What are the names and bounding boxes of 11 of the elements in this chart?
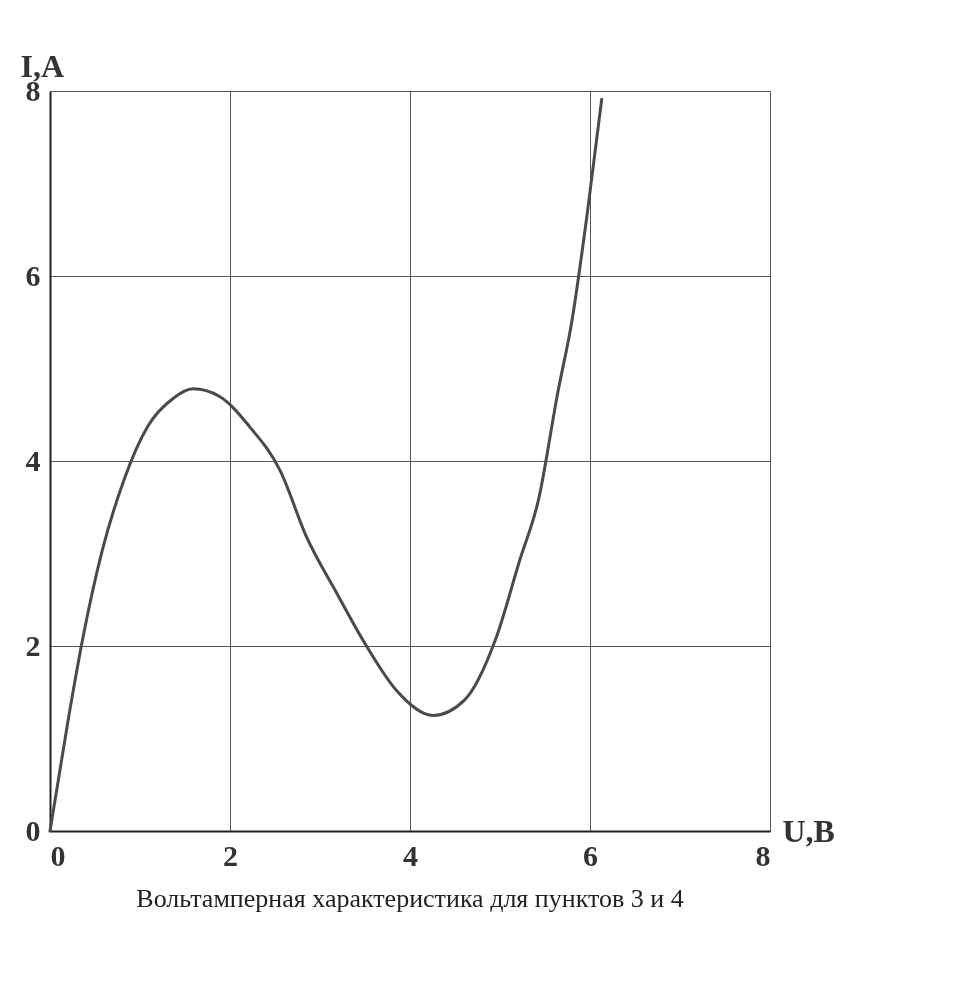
x-axis-title: U,B (782, 812, 835, 849)
y-tick-label: 0 (25, 813, 41, 847)
y-tick-label: 2 (25, 628, 41, 662)
text: Вольтамперная характеристика для пунктов 3 и 4 (136, 884, 684, 913)
x-tick-label: 2 (223, 838, 238, 872)
x-tick-label: 4 (403, 838, 418, 872)
x-tick-label: 6 (583, 838, 598, 872)
x-tick-label: 8 (755, 838, 771, 872)
y-tick-label: 4 (25, 443, 41, 477)
y-tick-label: 6 (25, 258, 41, 292)
x-tick-label: 0 (50, 838, 66, 872)
